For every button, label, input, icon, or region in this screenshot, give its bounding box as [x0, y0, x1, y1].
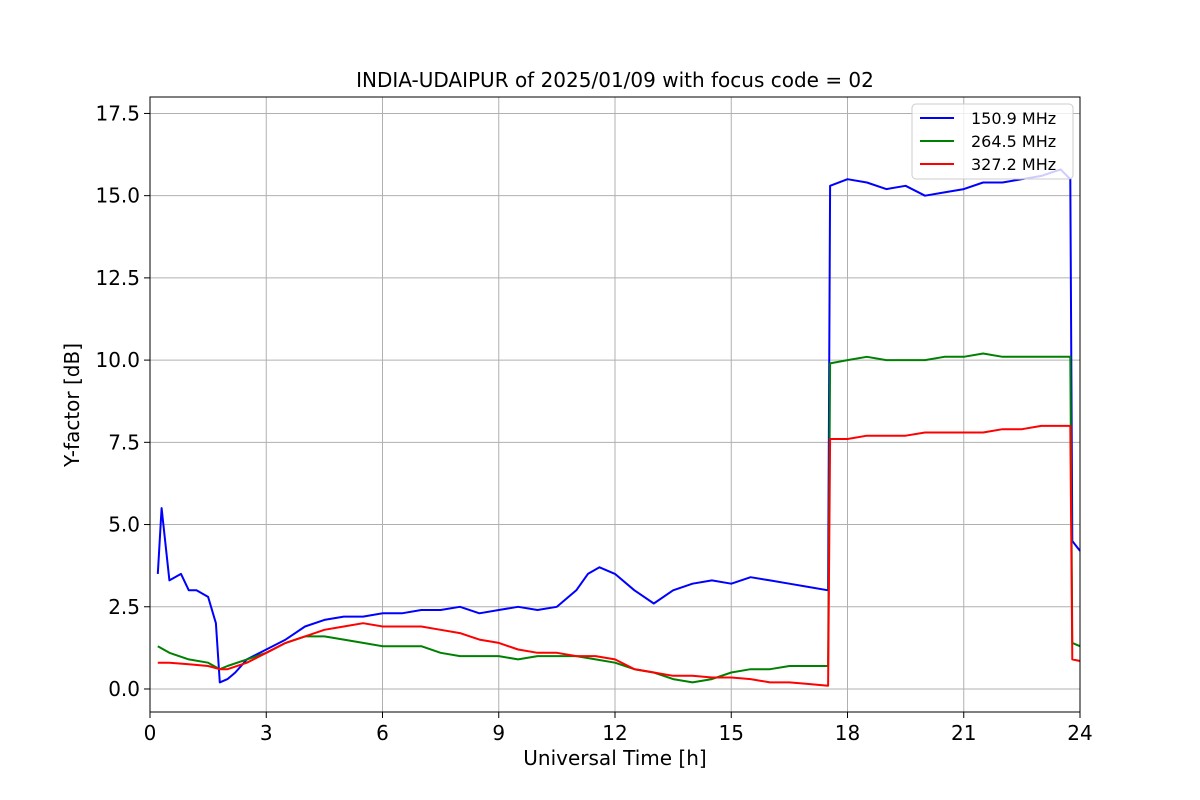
y-tick-label: 0.0	[108, 677, 140, 701]
x-tick-label: 15	[719, 721, 744, 745]
axis-ticks: 0 3 6 9 12 15 18 21 24 0.0 2.5 5.0 7.5 10.0 12.5 15.0 17…	[95, 101, 1092, 745]
y-tick-label: 10.0	[95, 348, 140, 372]
y-tick-label: 7.5	[108, 430, 140, 454]
series-layer	[156, 168, 1081, 687]
y-tick-label: 5.0	[108, 513, 140, 537]
y-tick-label: 17.5	[95, 101, 140, 125]
legend-label: 327.2 MHz	[971, 155, 1056, 174]
legend-label: 150.9 MHz	[971, 109, 1056, 128]
y-tick-label: 2.5	[108, 595, 140, 619]
x-tick-label: 0	[144, 721, 157, 745]
series-line-3	[157, 424, 1081, 687]
x-tick-label: 6	[376, 721, 389, 745]
x-tick-label: 9	[492, 721, 505, 745]
x-tick-label: 24	[1067, 721, 1092, 745]
legend-label: 264.5 MHz	[971, 132, 1056, 151]
x-tick-label: 18	[835, 721, 860, 745]
chart-title: INDIA-UDAIPUR of 2025/01/09 with focus c…	[356, 68, 874, 92]
x-axis-title: Universal Time [h]	[523, 746, 706, 770]
series-line-1	[156, 168, 1081, 684]
legend-box	[911, 103, 1074, 180]
y-axis-title: Y-factor [dB]	[60, 343, 84, 468]
y-tick-label: 12.5	[95, 266, 140, 290]
x-tick-label: 3	[260, 721, 273, 745]
y-tick-label: 15.0	[95, 184, 140, 208]
x-tick-label: 12	[602, 721, 627, 745]
x-tick-label: 21	[951, 721, 976, 745]
legend: 150.9 MHz 264.5 MHz 327.2 MHz	[911, 103, 1074, 180]
